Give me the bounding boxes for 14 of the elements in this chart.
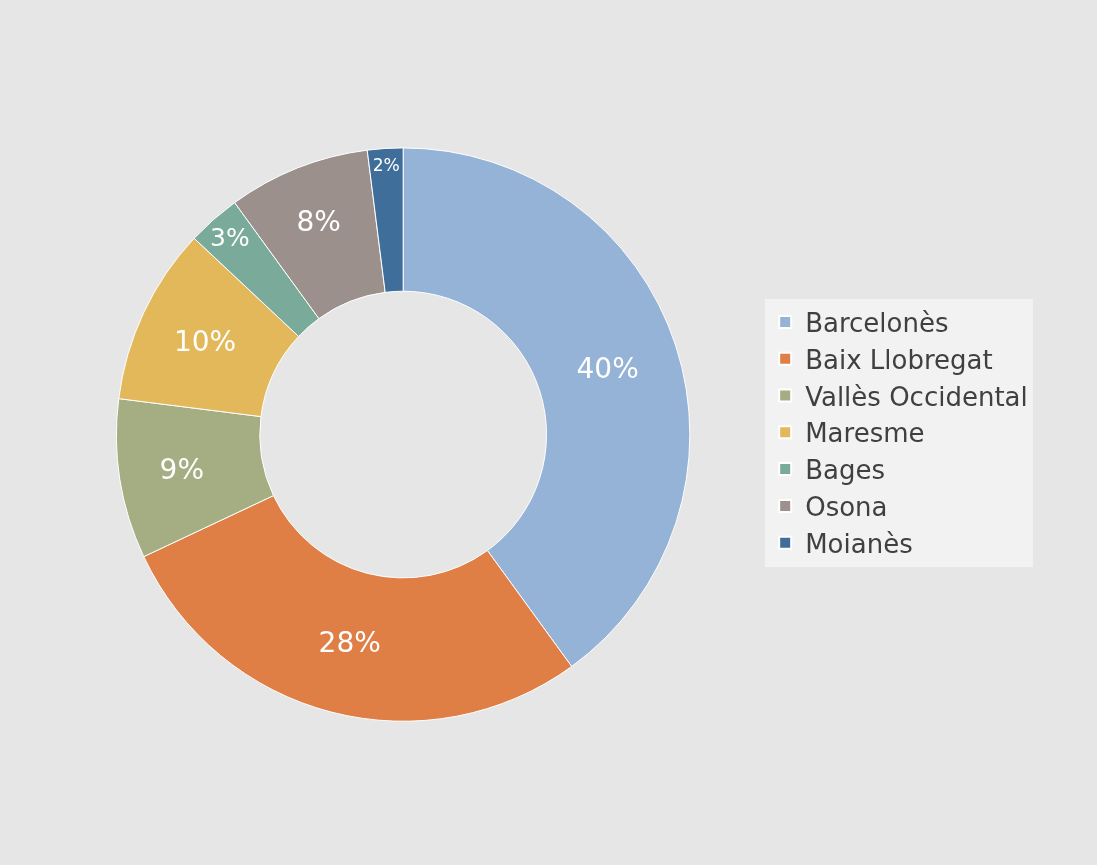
data-label: 28% [318,626,381,660]
legend-label: Vallès Occidental [805,381,1028,412]
data-label: 3% [210,223,250,253]
data-label: 8% [296,204,341,238]
data-label: 10% [173,324,237,358]
data-label: 2% [372,155,400,176]
legend-label: Baix Llobregat [805,344,993,375]
legend-label: Maresme [805,418,925,449]
legend-label: Osona [805,492,888,523]
legend-label: Barcelonès [805,308,949,339]
data-label: 40% [576,351,639,385]
legend-label: Moianès [805,528,913,559]
data-label: 9% [159,453,204,487]
legend-label: Bages [805,455,886,486]
